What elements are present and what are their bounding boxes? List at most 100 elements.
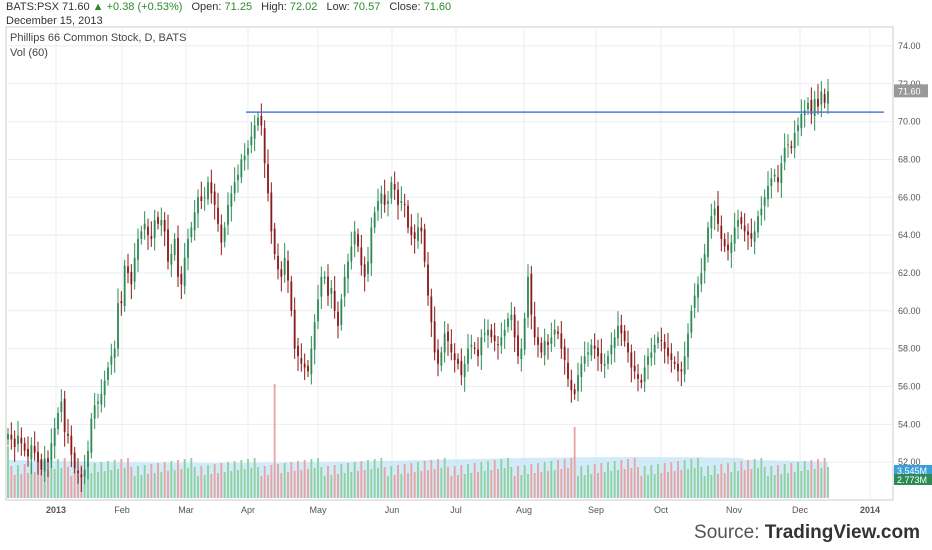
volume-bar [790, 463, 793, 498]
volume-bar [330, 475, 333, 498]
volume-bar [470, 473, 473, 498]
volume-bar [433, 469, 436, 498]
volume-bar [730, 472, 733, 498]
candle-body [310, 348, 313, 375]
volume-bar [310, 459, 313, 498]
candle-body [213, 191, 216, 205]
price-change: +0.38 (+0.53%) [106, 1, 183, 13]
volume-bar [77, 475, 79, 498]
candle-body [320, 276, 323, 297]
candle-body [700, 272, 703, 285]
chart-title: Phillips 66 Common Stock, D, BATS [10, 32, 187, 44]
volume-bar [83, 474, 86, 498]
candle-body [600, 353, 603, 364]
candle-body [717, 205, 719, 224]
candle-body [553, 329, 556, 335]
volume-bar [737, 471, 739, 498]
volume-bar [27, 473, 29, 498]
volume-bar [467, 464, 469, 498]
candle-body [223, 227, 226, 242]
volume-bar [173, 470, 176, 498]
candle-body [813, 98, 816, 116]
candle-body [660, 340, 663, 342]
volume-bar [37, 462, 39, 498]
candle-body [20, 437, 23, 444]
candle-body [650, 352, 653, 359]
candle-body [673, 361, 676, 364]
header-date: December 15, 2013 [6, 15, 103, 27]
candle-body [150, 236, 153, 239]
candle-body [810, 99, 813, 115]
candle-body [453, 353, 456, 360]
candle-body [630, 352, 633, 368]
volume-bar [450, 476, 453, 498]
volume-bar [517, 466, 519, 498]
candle-body [613, 337, 616, 348]
volume-bar [417, 462, 419, 498]
volume-bar [510, 467, 513, 498]
candle-body [737, 219, 739, 227]
volume-bar [590, 474, 593, 498]
candle-body [733, 227, 736, 244]
candle-body [797, 125, 799, 132]
candle-body [583, 356, 586, 364]
candle-body [667, 347, 669, 357]
volume-bar [453, 466, 456, 498]
candle-body [577, 375, 579, 392]
candle-body [217, 207, 219, 224]
volume-bar [323, 476, 326, 498]
candle-body [360, 247, 363, 266]
volume-bar [143, 465, 146, 498]
volume-bar [390, 466, 393, 498]
volume-bar [363, 470, 366, 498]
volume-bar [373, 459, 376, 498]
volume-bar [23, 464, 26, 498]
candle-body [40, 459, 43, 470]
volume-bar [333, 465, 336, 498]
candle-body [463, 363, 466, 378]
candle-body [283, 257, 286, 275]
volume-bar [797, 462, 799, 498]
volume-bar [480, 462, 483, 498]
volume-bar [233, 461, 236, 498]
volume-bar [107, 461, 109, 498]
candle-body [137, 238, 139, 260]
volume-bar [33, 472, 36, 498]
candle-body [323, 276, 326, 279]
candle-body [520, 348, 523, 360]
volume-bar [133, 476, 136, 498]
candle-body [247, 148, 249, 155]
volume-bar [430, 460, 433, 498]
candle-body [53, 428, 56, 447]
volume-bar [383, 467, 386, 498]
volume-bar [530, 464, 533, 498]
candle-body [330, 288, 333, 294]
y-tick-label: 72.00 [898, 79, 921, 89]
candle-body [90, 418, 93, 453]
volume-bar [663, 463, 666, 498]
volume-bar [457, 475, 459, 498]
candle-body [303, 363, 306, 368]
volume-bar [817, 459, 819, 498]
volume-bar [437, 459, 439, 498]
volume-bar [610, 471, 613, 498]
volume-bar [717, 474, 719, 498]
volume-bar [703, 476, 706, 498]
volume-bar [170, 461, 173, 498]
candle-body [480, 337, 483, 356]
candle-body [353, 231, 356, 245]
volume-bar [443, 458, 446, 498]
volume-bar [203, 475, 206, 498]
volume-bars [7, 384, 829, 498]
volume-bar [53, 469, 56, 498]
volume-tag-label: 3.545M [897, 466, 927, 476]
volume-bar [813, 469, 816, 498]
volume-bar [827, 467, 829, 498]
candle-body [460, 360, 463, 376]
volume-bar [160, 472, 163, 498]
volume-bar [487, 461, 489, 498]
candle-body [103, 380, 106, 395]
volume-bar [290, 462, 293, 498]
candle-body [83, 469, 86, 477]
